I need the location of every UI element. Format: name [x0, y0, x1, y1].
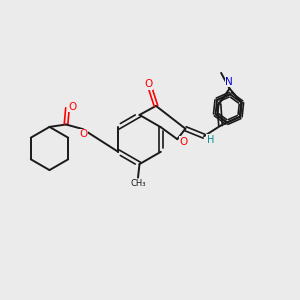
Text: O: O — [144, 79, 152, 89]
Text: N: N — [225, 77, 233, 87]
Text: H: H — [207, 135, 214, 145]
Text: O: O — [179, 136, 188, 147]
Text: O: O — [79, 129, 87, 140]
Text: O: O — [69, 101, 77, 112]
Text: CH₃: CH₃ — [130, 178, 146, 188]
